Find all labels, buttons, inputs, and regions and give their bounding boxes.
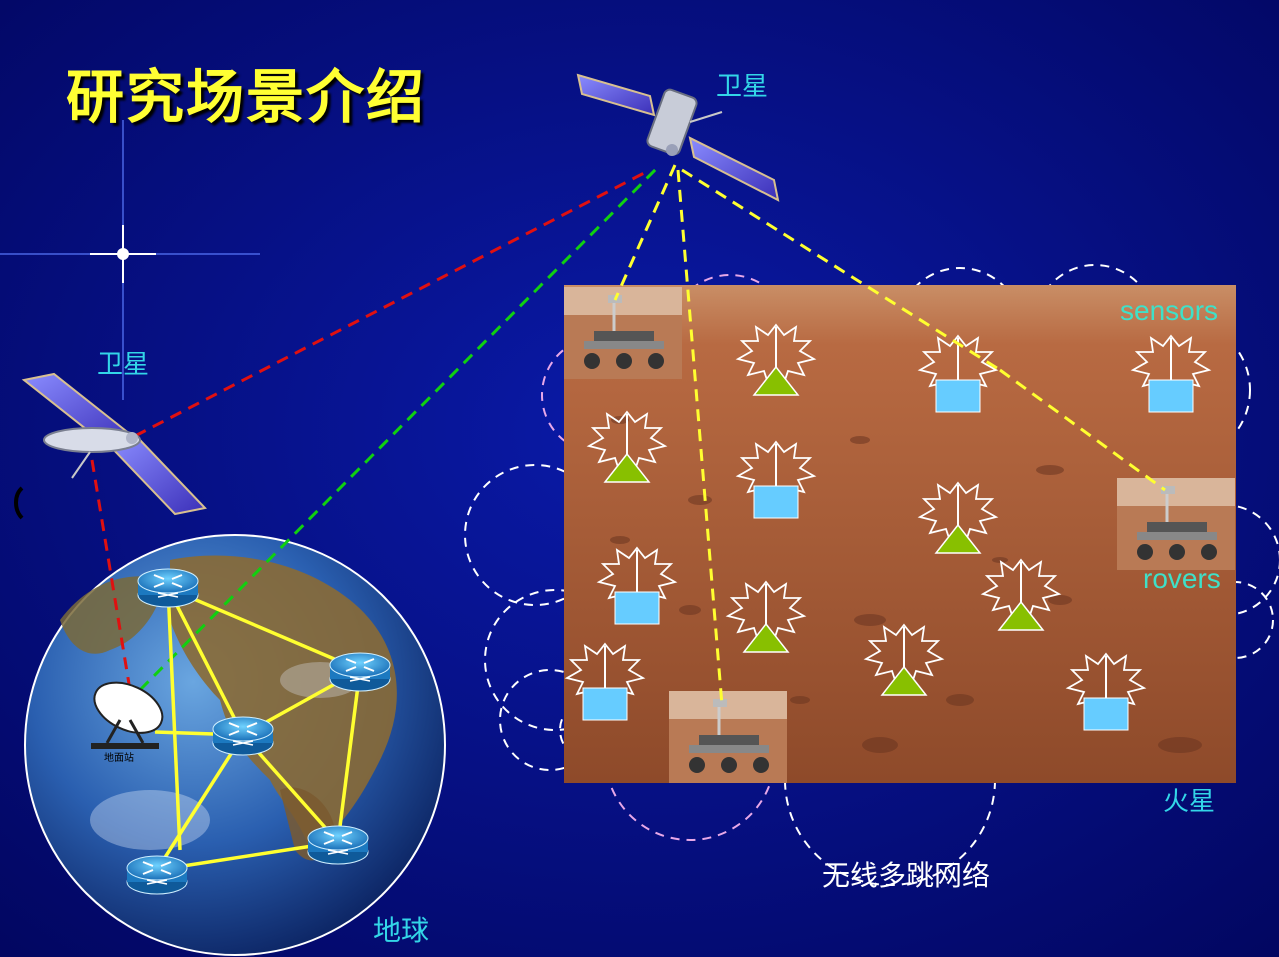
- terrestrial-links: [154, 586, 362, 872]
- page-title: 研究场景介绍: [66, 63, 427, 131]
- earth-label: 地球: [373, 914, 430, 947]
- network-label: 无线多跳网络: [822, 859, 991, 892]
- mars-rover-icon: [1115, 476, 1237, 572]
- satellite-icon: [21, 372, 207, 516]
- router-icon: [126, 855, 188, 895]
- sensors-label: sensors: [1120, 295, 1219, 326]
- decorative-mark: [14, 486, 24, 520]
- satellite-top-label: 卫星: [716, 72, 769, 102]
- ground-station-dish-icon: [91, 681, 164, 749]
- mars-rover-icon: [667, 689, 789, 785]
- mars-rover-icon: [562, 285, 684, 381]
- mars-label: 火星: [1163, 787, 1216, 817]
- communication-links: [90, 163, 1166, 706]
- router-icon: [137, 568, 199, 608]
- router-icon: [307, 825, 369, 865]
- star-flare-icon: [0, 120, 260, 400]
- router-icon: [329, 652, 391, 692]
- router-icon: [212, 716, 274, 756]
- satellite-left-label: 卫星: [97, 350, 150, 380]
- satellite-icon: [576, 73, 780, 202]
- ground-station-label: 地面站: [104, 753, 134, 764]
- rovers-label: rovers: [1143, 563, 1221, 594]
